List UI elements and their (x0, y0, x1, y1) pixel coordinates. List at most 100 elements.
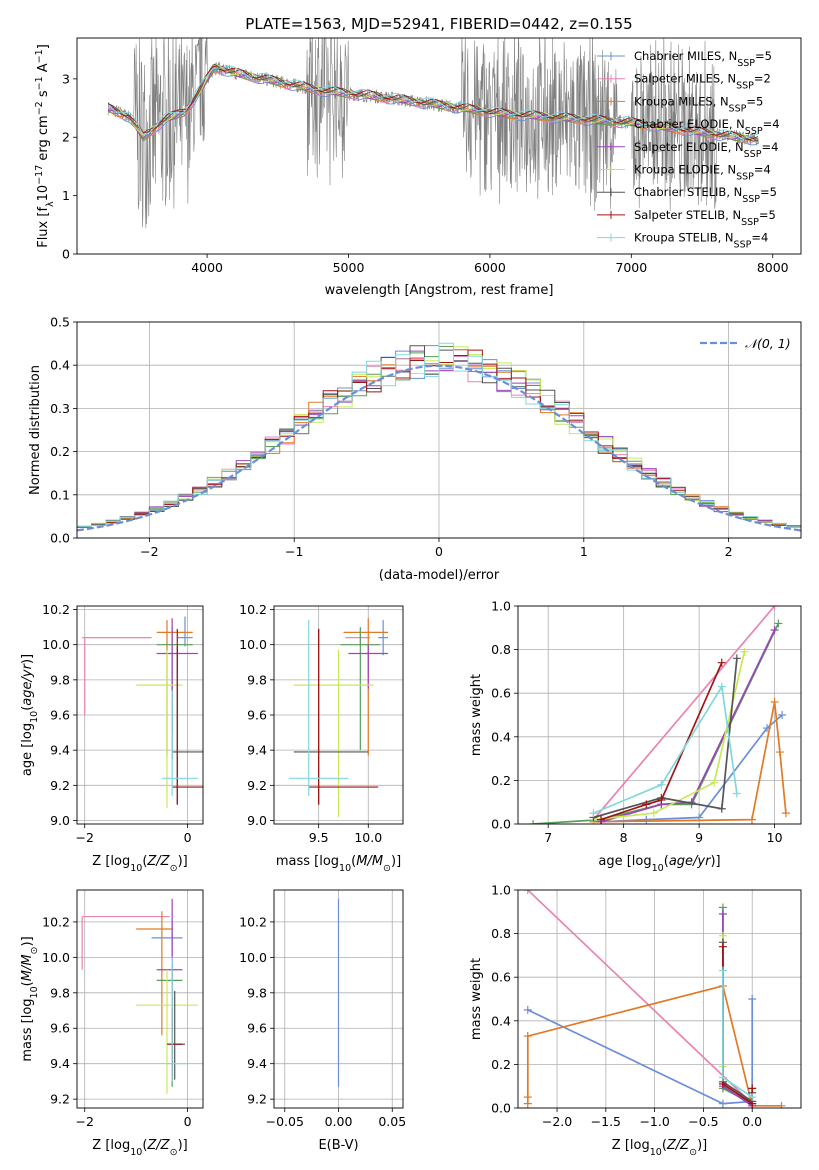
data-point (770, 606, 779, 610)
x-tick-label: 6000 (474, 260, 506, 275)
x-tick-label: 2 (725, 544, 733, 559)
data-point (717, 658, 726, 667)
data-point (747, 815, 756, 824)
axes-frame (76, 605, 204, 825)
x-tick-label: 0.05 (378, 1114, 406, 1129)
model-spectrum-9 (107, 65, 758, 139)
y-tick-label: 0.5 (50, 315, 70, 330)
y-tick-label: 9.2 (247, 1092, 267, 1107)
data-point (770, 697, 779, 706)
data-point (718, 942, 727, 951)
x-axis-label: age [log10(age/yr)] (598, 854, 720, 874)
x-tick-label: 8 (620, 830, 628, 845)
data-point (781, 809, 790, 818)
y-tick-label: 9.8 (247, 672, 267, 687)
data-point (732, 654, 741, 663)
legend: Chabrier MILES, NSSP=5 Salpeter MILES, NS… (597, 49, 780, 250)
legend-label: Kroupa ELODIE, NSSP=4 (634, 163, 771, 183)
y-tick-label: 10.0 (239, 950, 267, 965)
y-tick-label: 10.0 (42, 637, 70, 652)
x-tick-label: −2 (140, 544, 158, 559)
x-axis-label: Z [log10(Z/Z⊙)] (92, 1138, 187, 1158)
y-tick-label: 9.6 (50, 708, 70, 723)
histogram-9 (77, 342, 801, 528)
y-tick-label: 1.0 (491, 599, 511, 614)
y-tick-label: 10.2 (239, 914, 267, 929)
y-tick-label: 9.6 (247, 708, 267, 723)
data-point (718, 909, 727, 918)
y-tick-label: 0.4 (491, 1013, 511, 1028)
y-axis-label: mass weight (469, 674, 484, 756)
x-tick-label: −2 (75, 1114, 93, 1129)
x-tick-label: 9 (695, 830, 703, 845)
y-tick-label: 9.8 (50, 672, 70, 687)
y-tick-label: 10.2 (239, 602, 267, 617)
legend-label: Kroupa MILES, NSSP=5 (634, 94, 763, 114)
x-tick-label: −1.5 (591, 1114, 621, 1129)
y-tick-label: 10.0 (42, 950, 70, 965)
y-tick-label: 1 (62, 188, 70, 203)
series-line-5 (600, 629, 776, 823)
y-tick-label: 0.8 (491, 642, 511, 657)
y-tick-label: 9.2 (247, 778, 267, 793)
x-tick-label: −1 (285, 544, 303, 559)
x-axis-label: Z [log10(Z/Z⊙)] (612, 1138, 707, 1158)
data-point (589, 809, 598, 818)
x-tick-label: 0.00 (325, 1114, 353, 1129)
normal-curve (77, 364, 801, 532)
data-point (777, 1101, 786, 1108)
y-tick-label: 9.8 (247, 985, 267, 1000)
y-axis-label: mass [log10(M/M⊙)] (20, 936, 40, 1061)
plot-area (529, 606, 790, 824)
x-axis-label: E(B-V) (318, 1138, 358, 1153)
x-tick-label: −1.0 (639, 1114, 669, 1129)
data-point (523, 1032, 532, 1041)
data-point (748, 1093, 757, 1102)
plot-area (107, 38, 759, 229)
axes-age_vs_mass: 9.5 10.0 9.0 9.2 9.4 9.6 9.8 10.0 10.2 mass [log1… (239, 602, 404, 874)
axes-frame (76, 321, 802, 539)
model-spectrum-6 (108, 63, 759, 143)
x-tick-label: −0.05 (266, 1114, 304, 1129)
y-tick-label: 0.6 (491, 686, 511, 701)
x-tick-label: 10 (767, 830, 783, 845)
x-axis-label: Z [log10(Z/Z⊙)] (92, 854, 187, 874)
axes-frame (517, 889, 802, 1109)
legend-label: Chabrier MILES, NSSP=5 (634, 49, 772, 69)
y-tick-label: 10.2 (42, 602, 70, 617)
y-tick-label: 2 (62, 130, 70, 145)
data-point (642, 800, 651, 809)
data-point (657, 796, 666, 805)
y-tick-label: 0.1 (50, 487, 70, 502)
x-tick-label: 0 (435, 544, 443, 559)
x-axis-label: wavelength [Angstrom, rest frame] (325, 283, 554, 298)
y-tick-label: 9.4 (247, 743, 267, 758)
y-tick-label: 0.3 (50, 401, 70, 416)
data-point (774, 619, 783, 628)
legend-label: 𝒩(0, 1) (745, 336, 791, 351)
data-point (649, 809, 658, 818)
y-axis-label: Normed distribution (28, 365, 43, 495)
y-tick-label: 9.4 (50, 1056, 70, 1071)
series-line-2 (592, 606, 776, 821)
y-tick-label: 9.6 (50, 1021, 70, 1036)
data-point (748, 995, 757, 1003)
x-tick-label: 7000 (615, 260, 647, 275)
y-tick-label: 3 (62, 71, 70, 86)
axes-mass_vs_Z: −2 0 9.2 9.4 9.6 9.8 10.0 10.2 Z [log10(Z/Z⊙)] ma… (20, 889, 204, 1158)
x-tick-label: 0 (184, 1114, 192, 1129)
x-tick-label: 0.0 (742, 1114, 762, 1129)
data-point (529, 820, 538, 824)
series-line-1 (527, 999, 754, 1105)
axes-massweight_vs_age: 7 8 9 10 0.0 0.2 0.4 0.6 0.8 1.0 age [log10(age/yr… (469, 599, 802, 874)
plot-area (82, 616, 203, 809)
series-line-5 (722, 914, 753, 1107)
x-tick-label: 8000 (757, 260, 789, 275)
plot-area (523, 890, 786, 1108)
y-tick-label: 9.6 (247, 1021, 267, 1036)
y-tick-label: 1.0 (491, 883, 511, 898)
axes-frame (273, 889, 404, 1109)
x-tick-label: −2 (75, 830, 93, 845)
